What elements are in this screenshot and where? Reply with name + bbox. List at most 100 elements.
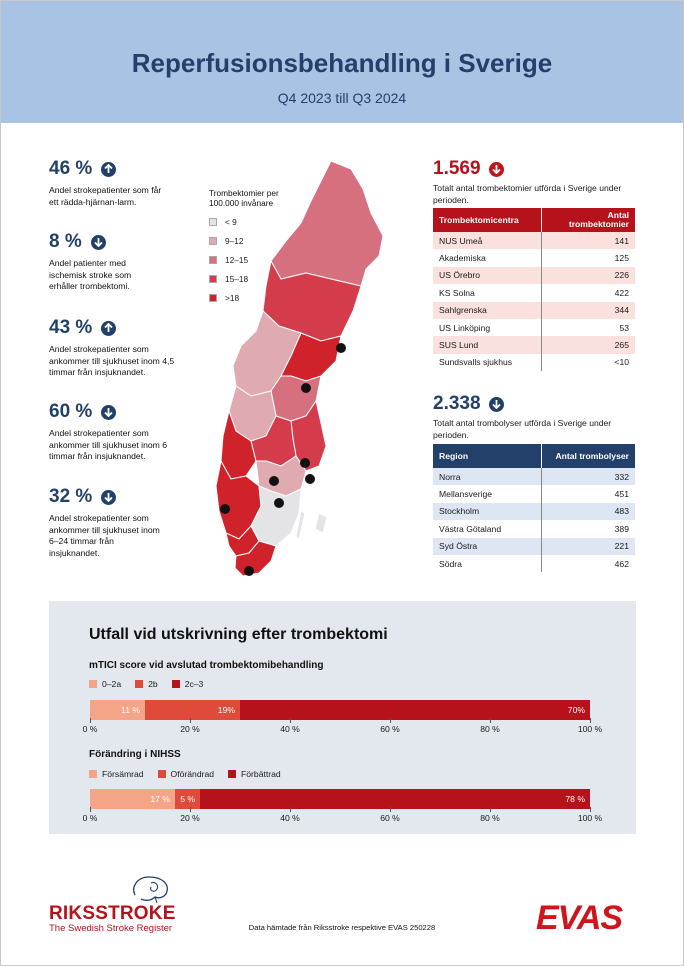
stat-desc: Andel strokepatienter som får ett rädda-…	[49, 185, 162, 207]
arrow-down-icon	[488, 396, 504, 412]
table-row: Södra 462	[433, 554, 635, 573]
axis-tick-label: 40 %	[280, 724, 300, 734]
bar-segment-0: 11 %	[90, 700, 145, 720]
evas-logo: EVAS	[536, 899, 623, 937]
thrombolysis-table: Region Antal trombolyser Norra 332 Mellan…	[433, 444, 635, 573]
bar-segment-1: 19%	[145, 700, 240, 720]
axis-tick-mark	[290, 718, 291, 723]
thrombectomy-total: 1.569 Totalt antal trombektomier utförda…	[433, 158, 643, 206]
legend-item: 2c–3	[171, 679, 203, 689]
arrow-down-icon	[101, 489, 117, 505]
stat-desc: Andel patienter med ischemisk stroke som…	[49, 258, 132, 291]
chart-legend: Försämrad Oförändrad Förbättrad	[89, 769, 281, 779]
arrow-down-icon	[90, 234, 106, 250]
table-row: US Linköping 53	[433, 318, 635, 337]
riksstroke-tagline: The Swedish Stroke Register	[49, 923, 173, 934]
chart-title: Förändring i NIHSS	[89, 749, 181, 760]
axis-tick-mark	[490, 807, 491, 812]
axis-tick-mark	[290, 807, 291, 812]
axis-tick-label: 20 %	[180, 724, 200, 734]
outcome-section: Utfall vid utskrivning efter trombektomi…	[49, 601, 636, 834]
arrow-up-icon	[101, 161, 117, 177]
axis-tick-label: 80 %	[480, 724, 500, 734]
stat-arrival-4h: 43 % Andel strokepatienter som ankommer …	[49, 317, 199, 379]
axis-tick-mark	[90, 718, 91, 723]
hospital-dot	[305, 474, 315, 484]
hospital-dot	[220, 504, 230, 514]
axis-tick-mark	[590, 807, 591, 812]
stat-arrival-24h: 32 % Andel strokepatienter som ankommer …	[49, 486, 199, 559]
axis-tick-label: 40 %	[280, 813, 300, 823]
x-axis: 0 % 20 % 40 % 60 % 80 % 100 %	[83, 718, 602, 738]
stat-value: 60 %	[49, 401, 93, 422]
arrow-down-icon	[101, 404, 117, 420]
legend-item: 2b	[135, 679, 158, 689]
table-row: Mellansverige 451	[433, 485, 635, 503]
table-row: SUS Lund 265	[433, 336, 635, 354]
table-row: Norra 332	[433, 468, 635, 486]
table-row: Syd Östra 221	[433, 537, 635, 555]
sweden-map	[215, 161, 384, 577]
axis-tick-label: 60 %	[380, 724, 400, 734]
table-row: NUS Umeå 141	[433, 232, 635, 250]
axis-tick-label: 20 %	[180, 813, 200, 823]
stat-thrombectomy-share: 8 % Andel patienter med ischemisk stroke…	[49, 231, 199, 293]
map-legend-title: Trombektomier per 100.000 invånare	[209, 188, 279, 208]
table-header: Antal trombektomier	[540, 208, 635, 232]
table-row: KS Solna 422	[433, 284, 635, 302]
arrow-up-icon	[101, 320, 117, 336]
axis-tick-label: 0 %	[82, 813, 98, 823]
stat-value: 32 %	[49, 486, 93, 507]
table-row: Sundsvalls sjukhus <10	[433, 353, 635, 372]
stat-arrival-6h: 60 % Andel strokepatienter som ankommer …	[49, 401, 199, 463]
thrombolysis-total: 2.338 Totalt antal trombolyser utförda i…	[433, 393, 643, 441]
map-legend-item: 15–18	[209, 273, 319, 284]
chart-title: mTICI score vid avslutad trombektomibeha…	[89, 660, 324, 671]
table-row: Akademiska 125	[433, 249, 635, 267]
chart-legend: 0–2a 2b 2c–3	[89, 679, 203, 689]
axis-tick-mark	[390, 807, 391, 812]
hospital-dot	[274, 498, 284, 508]
hospital-dot	[336, 343, 346, 353]
table-row: US Örebro 226	[433, 266, 635, 285]
legend-item: 0–2a	[89, 679, 121, 689]
thrombectomy-desc: Totalt antal trombektomier utförda i Sve…	[433, 183, 622, 205]
legend-item: Oförändrad	[157, 769, 214, 779]
axis-tick-mark	[190, 807, 191, 812]
hospital-dot	[301, 383, 311, 393]
stat-value: 46 %	[49, 158, 93, 179]
axis-tick-mark	[90, 807, 91, 812]
bar-segment-0: 17 %	[90, 789, 175, 809]
stat-alarm: 46 % Andel strokepatienter som får ett r…	[49, 158, 199, 208]
map-legend: Trombektomier per 100.000 invånare < 9 9…	[209, 188, 319, 303]
arrow-down-icon	[488, 161, 504, 177]
axis-tick-mark	[490, 718, 491, 723]
hospital-dot	[269, 476, 279, 486]
axis-tick-label: 100 %	[577, 813, 603, 823]
stat-value: 43 %	[49, 317, 93, 338]
table-row: Västra Götaland 389	[433, 520, 635, 538]
stat-value: 8 %	[49, 231, 82, 252]
riksstroke-name: RIKSSTROKE	[49, 903, 176, 924]
table-header: Trombektomicentra	[433, 208, 541, 232]
stat-desc: Andel strokepatienter som ankommer till …	[49, 428, 167, 461]
axis-tick-mark	[590, 718, 591, 723]
thrombolysis-desc: Totalt antal trombolyser utförda i Sveri…	[433, 418, 612, 440]
page-subtitle: Q4 2023 till Q3 2024	[277, 90, 407, 106]
axis-tick-mark	[390, 718, 391, 723]
map-legend-item: 9–12	[209, 235, 319, 246]
axis-tick-label: 100 %	[577, 724, 603, 734]
thrombectomy-total-value: 1.569	[433, 158, 481, 179]
x-axis: 0 % 20 % 40 % 60 % 80 % 100 %	[83, 807, 602, 827]
table-header: Antal trombolyser	[540, 444, 635, 468]
header: Reperfusionsbehandling i Sverige Q4 2023…	[1, 1, 683, 123]
stacked-bar-nihss: 17 % 5 % 78 %	[90, 789, 590, 809]
table-row: Sahlgrenska 344	[433, 301, 635, 319]
map-legend-item: 12–15	[209, 254, 319, 265]
bar-segment-2: 70%	[240, 700, 590, 720]
table-row: Stockholm 483	[433, 502, 635, 521]
thrombolysis-total-value: 2.338	[433, 393, 481, 414]
bar-segment-1: 5 %	[175, 789, 200, 809]
stacked-bar-mtici: 11 % 19% 70%	[90, 700, 590, 720]
